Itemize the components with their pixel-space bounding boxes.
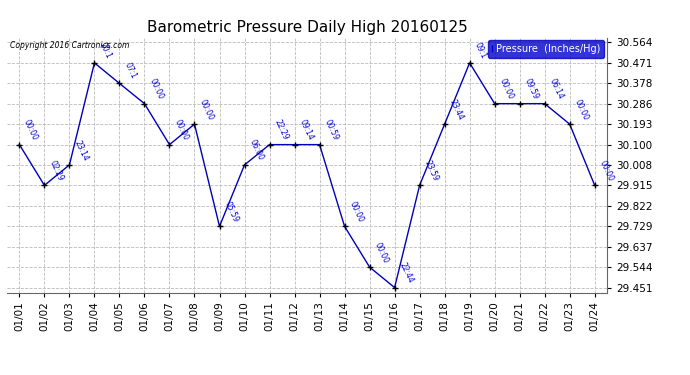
- Text: 22:44: 22:44: [397, 261, 415, 285]
- Text: 23:59: 23:59: [422, 159, 440, 183]
- Text: 00:00: 00:00: [22, 118, 39, 142]
- Text: 06:00: 06:00: [247, 138, 265, 162]
- Text: 00:00: 00:00: [347, 200, 365, 223]
- Text: 00:00: 00:00: [573, 98, 590, 122]
- Text: 06:14: 06:14: [547, 77, 565, 101]
- Text: 09:1: 09:1: [473, 41, 488, 60]
- Text: 07:1: 07:1: [122, 62, 137, 81]
- Text: 00:00: 00:00: [197, 98, 215, 122]
- Text: 23:14: 23:14: [72, 139, 90, 162]
- Text: 09:59: 09:59: [522, 77, 540, 101]
- Text: 00:00: 00:00: [497, 77, 515, 101]
- Title: Barometric Pressure Daily High 20160125: Barometric Pressure Daily High 20160125: [147, 20, 467, 35]
- Text: 05:59: 05:59: [222, 200, 239, 223]
- Text: 00:00: 00:00: [172, 118, 190, 142]
- Text: 00:00: 00:00: [373, 241, 390, 264]
- Text: 23:44: 23:44: [447, 98, 465, 122]
- Text: 00:00: 00:00: [147, 77, 165, 101]
- Text: Copyright 2016 Cartronics.com: Copyright 2016 Cartronics.com: [10, 41, 129, 50]
- Text: 02:29: 02:29: [47, 159, 65, 183]
- Text: 09:14: 09:14: [297, 118, 315, 142]
- Text: 22:29: 22:29: [273, 118, 290, 142]
- Text: 00:00: 00:00: [598, 159, 615, 183]
- Legend: Pressure  (Inches/Hg): Pressure (Inches/Hg): [489, 40, 604, 58]
- Text: 00:59: 00:59: [322, 118, 339, 142]
- Text: 20:1: 20:1: [97, 41, 112, 60]
